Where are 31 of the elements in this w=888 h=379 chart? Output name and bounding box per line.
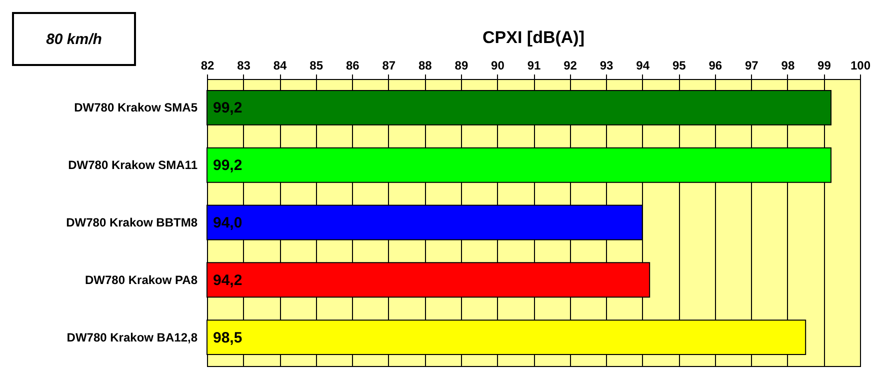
data-label: 98,5 <box>213 329 242 346</box>
y-tick-label: DW780 Krakow PA8 <box>85 272 198 287</box>
x-tick-label: 91 <box>527 58 541 72</box>
x-tick-label: 93 <box>600 58 614 72</box>
y-tick-label: DW780 Krakow BBTM8 <box>66 216 198 230</box>
x-tick-label: 82 <box>200 58 214 72</box>
x-tick-label: 89 <box>454 58 468 72</box>
text: 80 km/h <box>12 12 136 66</box>
x-tick-label: 86 <box>346 58 360 72</box>
x-tick-label: 88 <box>418 58 432 72</box>
x-tick-label: 94 <box>636 58 650 72</box>
x-tick-label: 98 <box>781 58 795 72</box>
data-label: 94,2 <box>213 272 242 289</box>
x-tick-label: 92 <box>564 58 578 72</box>
x-tick-label: 96 <box>708 58 722 72</box>
chart-title: CPXI [dB(A)] <box>482 28 584 47</box>
x-tick-label: 100 <box>850 58 871 72</box>
x-tick-label: 84 <box>273 58 288 72</box>
y-tick-label: DW780 Krakow SMA11 <box>68 158 198 172</box>
x-tick-label: 97 <box>744 58 759 72</box>
data-label: 99,2 <box>213 157 242 174</box>
data-label: 94,0 <box>213 214 242 232</box>
y-tick-label: DW780 Krakow BA12,8 <box>66 330 198 344</box>
x-tick-label: 99 <box>818 58 832 72</box>
x-tick-label: 95 <box>672 58 686 72</box>
x-tick-label: 87 <box>382 58 396 72</box>
x-tick-label: 90 <box>491 58 505 72</box>
data-label: 99,2 <box>213 100 242 117</box>
x-tick-label: 83 <box>237 58 251 72</box>
x-tick-label: 85 <box>310 58 324 72</box>
y-tick-label: DW780 Krakow SMA5 <box>74 100 198 115</box>
